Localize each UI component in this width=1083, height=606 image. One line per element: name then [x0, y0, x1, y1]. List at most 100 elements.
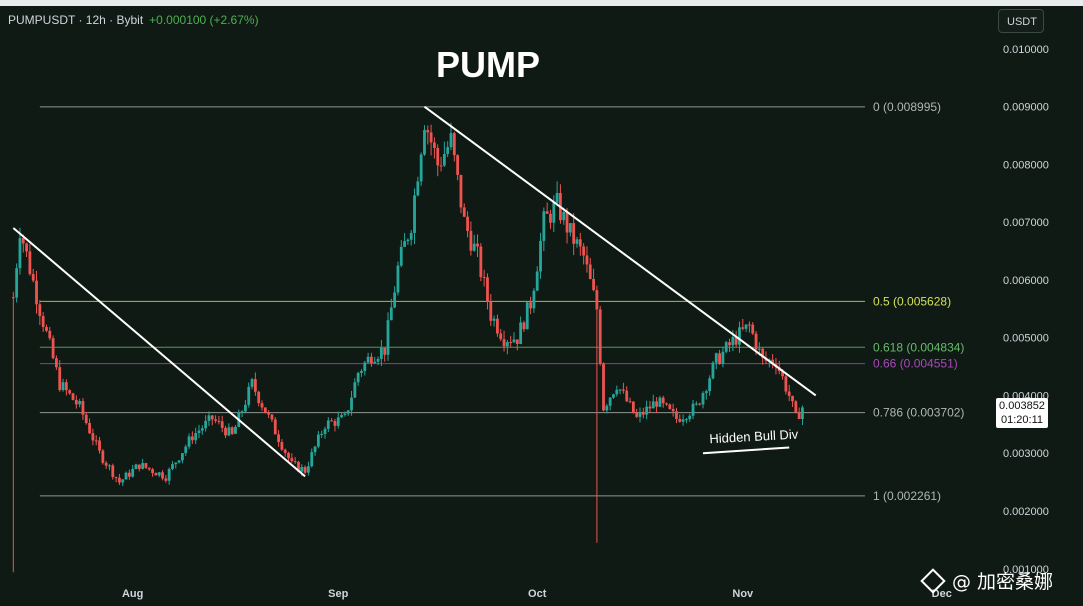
candle-body	[91, 433, 95, 441]
candle-body	[482, 277, 486, 279]
candle-body	[403, 241, 406, 247]
symbol-header: PUMPUSDT · 12h · Bybit +0.000100 (+2.67%…	[8, 13, 259, 27]
candle-body	[356, 372, 360, 383]
candle-body	[631, 401, 635, 414]
candle-body	[389, 307, 393, 321]
candle-body	[442, 153, 446, 166]
candle-body	[638, 412, 642, 417]
candle-body	[505, 342, 509, 347]
candle-body	[207, 415, 211, 421]
candle-body	[204, 420, 208, 429]
candle-body	[721, 351, 725, 364]
candle-body	[575, 239, 579, 244]
candle-body	[502, 339, 506, 347]
candle-body	[154, 473, 158, 476]
bar-countdown: 01:20:11	[1000, 414, 1043, 426]
candle-body	[78, 401, 82, 405]
watermark: @ 加密桑娜	[920, 567, 1053, 594]
candle-body	[608, 397, 612, 406]
currency-unit-button[interactable]: USDT	[998, 9, 1044, 33]
candle-body	[784, 376, 788, 392]
candle-body	[346, 410, 350, 414]
candle-body	[675, 411, 678, 419]
trendline	[12, 227, 306, 478]
candle-body	[28, 251, 32, 275]
candle-body	[114, 477, 118, 479]
candle-body	[171, 464, 174, 470]
candle-body	[582, 246, 586, 256]
candle-body	[741, 327, 745, 329]
candle-body	[449, 133, 453, 148]
x-axis-tick-label: Oct	[528, 588, 547, 600]
candle-body	[31, 274, 35, 281]
candle-body	[38, 304, 42, 317]
candle-body	[555, 193, 559, 203]
candle-body	[519, 322, 523, 345]
candle-body	[529, 302, 532, 309]
candle-body	[234, 426, 237, 434]
candle-body	[694, 403, 698, 405]
candle-body	[263, 407, 267, 414]
candle-body	[81, 401, 85, 415]
candle-body	[565, 212, 569, 233]
candle-body	[253, 379, 257, 392]
candle-body	[68, 390, 72, 394]
candle-body	[373, 361, 377, 364]
candle-body	[665, 403, 668, 405]
price-change: +0.000100 (+2.67%)	[149, 13, 259, 27]
candle-body	[267, 413, 271, 415]
candle-body	[330, 420, 334, 422]
candle-body	[41, 316, 45, 328]
candle-body	[111, 465, 115, 478]
y-axis-tick-label: 0.006000	[1003, 275, 1049, 287]
candle-body	[671, 408, 675, 412]
candle-body	[436, 147, 440, 166]
candle-body	[416, 181, 420, 196]
candle-body	[137, 464, 141, 469]
candle-body	[58, 367, 62, 391]
candle-body	[15, 268, 19, 298]
candle-body	[787, 391, 791, 396]
candle-body	[307, 466, 310, 473]
candle-body	[283, 449, 287, 453]
candle-body	[161, 472, 164, 479]
candle-body	[303, 466, 307, 473]
candle-body	[728, 342, 731, 346]
candle-body	[761, 348, 765, 358]
candle-body	[396, 265, 400, 293]
candle-body	[738, 327, 741, 345]
candle-body	[668, 404, 672, 409]
candle-body	[466, 216, 469, 231]
candle-body	[197, 430, 201, 434]
candle-body	[499, 333, 503, 340]
candle-body	[486, 277, 489, 302]
candle-body	[74, 399, 78, 405]
candle-body	[446, 147, 450, 154]
candle-body	[545, 211, 549, 214]
candle-body	[651, 401, 655, 409]
candle-body	[542, 211, 546, 241]
candle-body	[794, 401, 798, 413]
y-axis-tick-label: 0.003000	[1003, 448, 1049, 460]
y-axis-tick-label: 0.009000	[1003, 102, 1049, 114]
y-axis-tick-label: 0.010000	[1003, 44, 1049, 56]
candle-body	[157, 472, 161, 476]
candle-body	[48, 330, 52, 339]
candle-body	[426, 130, 430, 133]
candle-body	[655, 401, 658, 407]
candle-body	[568, 223, 572, 233]
candle-body	[71, 393, 75, 400]
x-axis-tick-label: Sep	[328, 588, 348, 600]
candle-body	[685, 419, 688, 421]
candle-body	[748, 324, 751, 326]
fib-level-label: 0.786 (0.003702)	[873, 406, 964, 420]
candle-body	[287, 452, 290, 459]
candle-body	[615, 389, 619, 395]
candle-body	[94, 440, 98, 442]
candle-body	[124, 472, 128, 480]
candle-body	[108, 465, 111, 467]
candle-body	[51, 338, 55, 359]
candle-body	[336, 417, 340, 426]
candle-body	[757, 348, 761, 350]
